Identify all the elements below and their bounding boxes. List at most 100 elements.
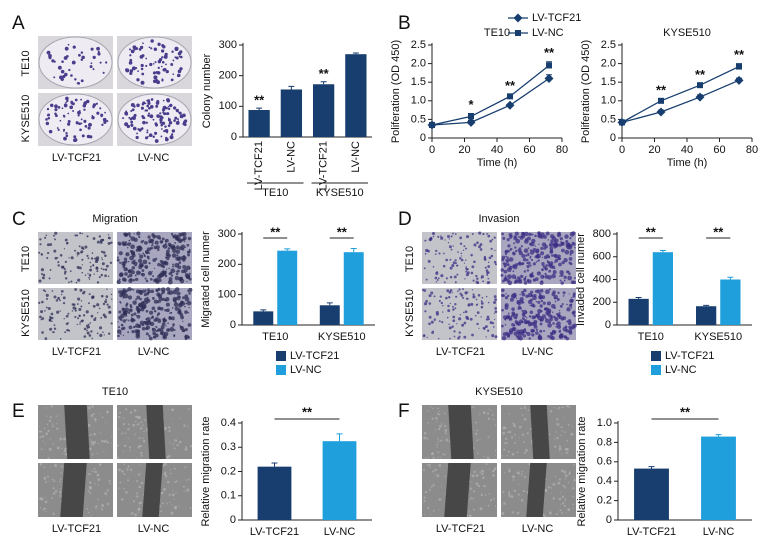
cell xyxy=(452,232,454,235)
cell xyxy=(141,326,146,331)
cell xyxy=(143,321,147,325)
colony xyxy=(130,123,134,127)
y-axis-label: Relative migration rate xyxy=(576,416,588,526)
cell xyxy=(434,474,436,476)
cell xyxy=(548,244,552,247)
cell xyxy=(515,321,520,326)
cell xyxy=(547,486,550,489)
cell xyxy=(511,307,515,311)
cell xyxy=(504,304,507,307)
cell xyxy=(501,335,507,341)
cell xyxy=(537,289,540,292)
cell xyxy=(130,305,133,309)
cell xyxy=(571,425,573,427)
cell xyxy=(520,499,524,502)
colony xyxy=(140,67,144,71)
cell xyxy=(89,433,92,436)
cell xyxy=(136,245,140,249)
cell xyxy=(486,412,490,415)
cell xyxy=(486,271,489,275)
cell xyxy=(570,306,573,309)
cell xyxy=(52,487,55,490)
cell xyxy=(51,320,53,323)
cell xyxy=(151,244,154,247)
colony xyxy=(152,71,156,75)
colony xyxy=(100,114,103,118)
cell xyxy=(510,436,514,439)
cell xyxy=(128,325,133,330)
cell xyxy=(103,334,105,336)
cell xyxy=(121,323,123,326)
cell xyxy=(62,296,66,300)
cell xyxy=(546,308,552,313)
cell xyxy=(508,494,511,498)
cell xyxy=(521,292,526,297)
cell xyxy=(141,437,144,440)
cell xyxy=(174,262,180,268)
photo xyxy=(117,36,192,89)
cell xyxy=(54,489,58,493)
cell xyxy=(90,414,94,418)
cell xyxy=(54,256,58,260)
cell xyxy=(540,251,545,256)
cell xyxy=(101,439,104,443)
y-tick-label: 0.5 xyxy=(411,113,426,125)
cell xyxy=(564,498,567,500)
cell xyxy=(494,310,498,314)
cell xyxy=(519,293,521,296)
cell xyxy=(166,268,168,270)
cell xyxy=(466,271,470,275)
cell xyxy=(461,323,465,327)
cell xyxy=(97,478,101,482)
cell xyxy=(56,310,60,314)
cell xyxy=(503,277,508,282)
cell xyxy=(151,316,155,319)
cell xyxy=(130,270,135,275)
cell xyxy=(484,325,488,329)
y-tick-label: 1.0 xyxy=(411,95,426,107)
photo xyxy=(422,231,497,285)
cell xyxy=(565,451,567,454)
cell xyxy=(60,472,62,474)
cell xyxy=(39,507,42,509)
cell xyxy=(523,248,529,253)
colony xyxy=(169,135,174,140)
x-tick-label: 40 xyxy=(681,144,693,156)
cell xyxy=(109,311,111,314)
cell xyxy=(98,276,101,279)
cell xyxy=(564,486,567,489)
x-tick-label: 0 xyxy=(429,144,435,156)
cell xyxy=(455,295,458,298)
cell xyxy=(80,305,83,308)
cell xyxy=(532,262,536,266)
cell xyxy=(96,270,99,273)
cell xyxy=(528,462,531,466)
cell xyxy=(118,468,121,472)
cell xyxy=(517,276,521,280)
y-tick-label: 0.6 xyxy=(597,456,612,468)
colony xyxy=(48,129,53,134)
cell xyxy=(445,258,448,262)
cell xyxy=(510,495,514,498)
colony xyxy=(145,64,148,68)
cell xyxy=(570,432,574,436)
significance: ** xyxy=(337,224,348,239)
cell xyxy=(437,440,440,443)
cell xyxy=(454,259,457,262)
marker xyxy=(546,62,552,69)
cell xyxy=(156,289,159,292)
cell xyxy=(465,259,467,261)
cell xyxy=(175,249,181,254)
cell xyxy=(45,297,49,300)
cell xyxy=(63,437,66,441)
cell xyxy=(540,299,544,303)
cell xyxy=(517,333,522,338)
cell xyxy=(169,271,173,275)
cell xyxy=(539,329,543,333)
cell xyxy=(91,337,93,340)
colony xyxy=(61,107,64,110)
cell xyxy=(524,238,529,242)
cell xyxy=(559,509,562,512)
cell xyxy=(121,432,124,435)
cell xyxy=(428,302,432,305)
